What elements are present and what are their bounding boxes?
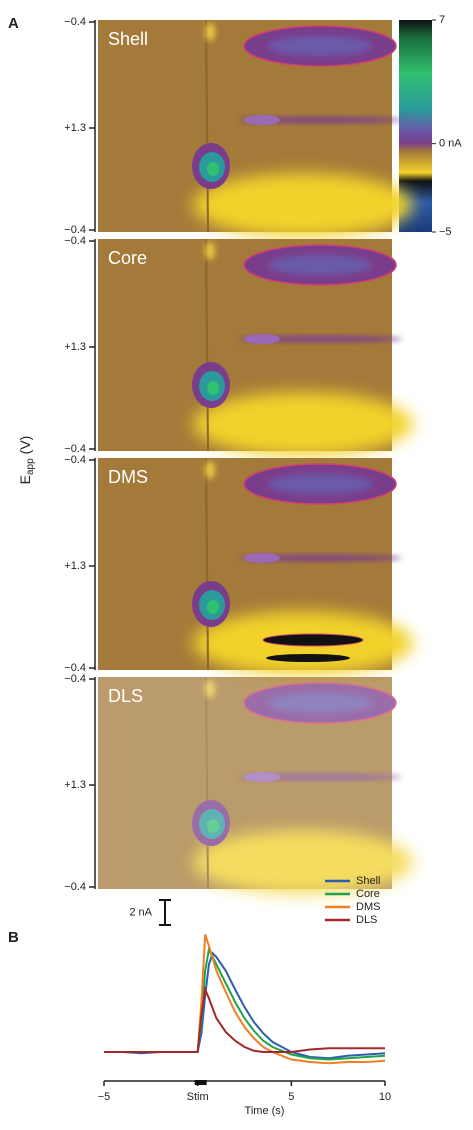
heatmap-image: [98, 677, 413, 894]
y-tick-label: +1.3: [64, 779, 86, 791]
panel-name: DMS: [108, 467, 148, 487]
colorbar-tick-label: 7: [439, 14, 445, 26]
y-axis-label: Eapp (V): [17, 436, 36, 485]
x-tick-label: 10: [379, 1091, 391, 1103]
y-tick-label: +1.3: [64, 560, 86, 572]
y-tick-label: −0.4: [64, 443, 86, 455]
heatmap-image: [98, 458, 413, 675]
colorbar-tick-label: −5: [439, 226, 452, 238]
heatmap-image: [98, 20, 413, 237]
heatmap-feature: [266, 654, 350, 662]
heatmap-image: [98, 239, 413, 456]
y-tick-label: −0.4: [64, 662, 86, 674]
panel-name: Core: [108, 248, 147, 268]
y-tick-label: −0.4: [64, 16, 86, 28]
legend-label: DLS: [356, 914, 377, 926]
panel-label: B: [8, 929, 19, 946]
y-tick-label: −0.4: [64, 235, 86, 247]
legend-label: Core: [356, 888, 380, 900]
x-tick-label: 5: [288, 1091, 294, 1103]
y-label-unit: (V): [17, 436, 33, 455]
colorbar-tick-label: 0 nA: [439, 138, 462, 150]
series-line: [104, 934, 386, 1065]
stim-marker: [194, 1080, 207, 1085]
y-tick-label: −0.4: [64, 454, 86, 466]
y-tick-label: −0.4: [64, 881, 86, 893]
series-line: [104, 985, 385, 1053]
series-line: [104, 951, 386, 1060]
panel-name: Shell: [108, 29, 148, 49]
y-label-sub: app: [25, 458, 36, 475]
x-tick-label: Stim: [187, 1091, 209, 1103]
series-line: [104, 946, 386, 1061]
legend-label: Shell: [356, 875, 380, 887]
heatmap-feature: [262, 633, 364, 647]
y-label-main: E: [17, 475, 33, 484]
y-tick-label: −0.4: [64, 673, 86, 685]
scale-bar-label: 2 nA: [129, 906, 152, 918]
y-tick-label: −0.4: [64, 224, 86, 236]
x-tick-label: −5: [98, 1091, 111, 1103]
y-tick-label: +1.3: [64, 122, 86, 134]
y-tick-label: +1.3: [64, 341, 86, 353]
panel-name: DLS: [108, 686, 143, 706]
x-axis-label: Time (s): [245, 1105, 285, 1117]
panel-label: A: [8, 15, 19, 32]
legend-label: DMS: [356, 901, 380, 913]
